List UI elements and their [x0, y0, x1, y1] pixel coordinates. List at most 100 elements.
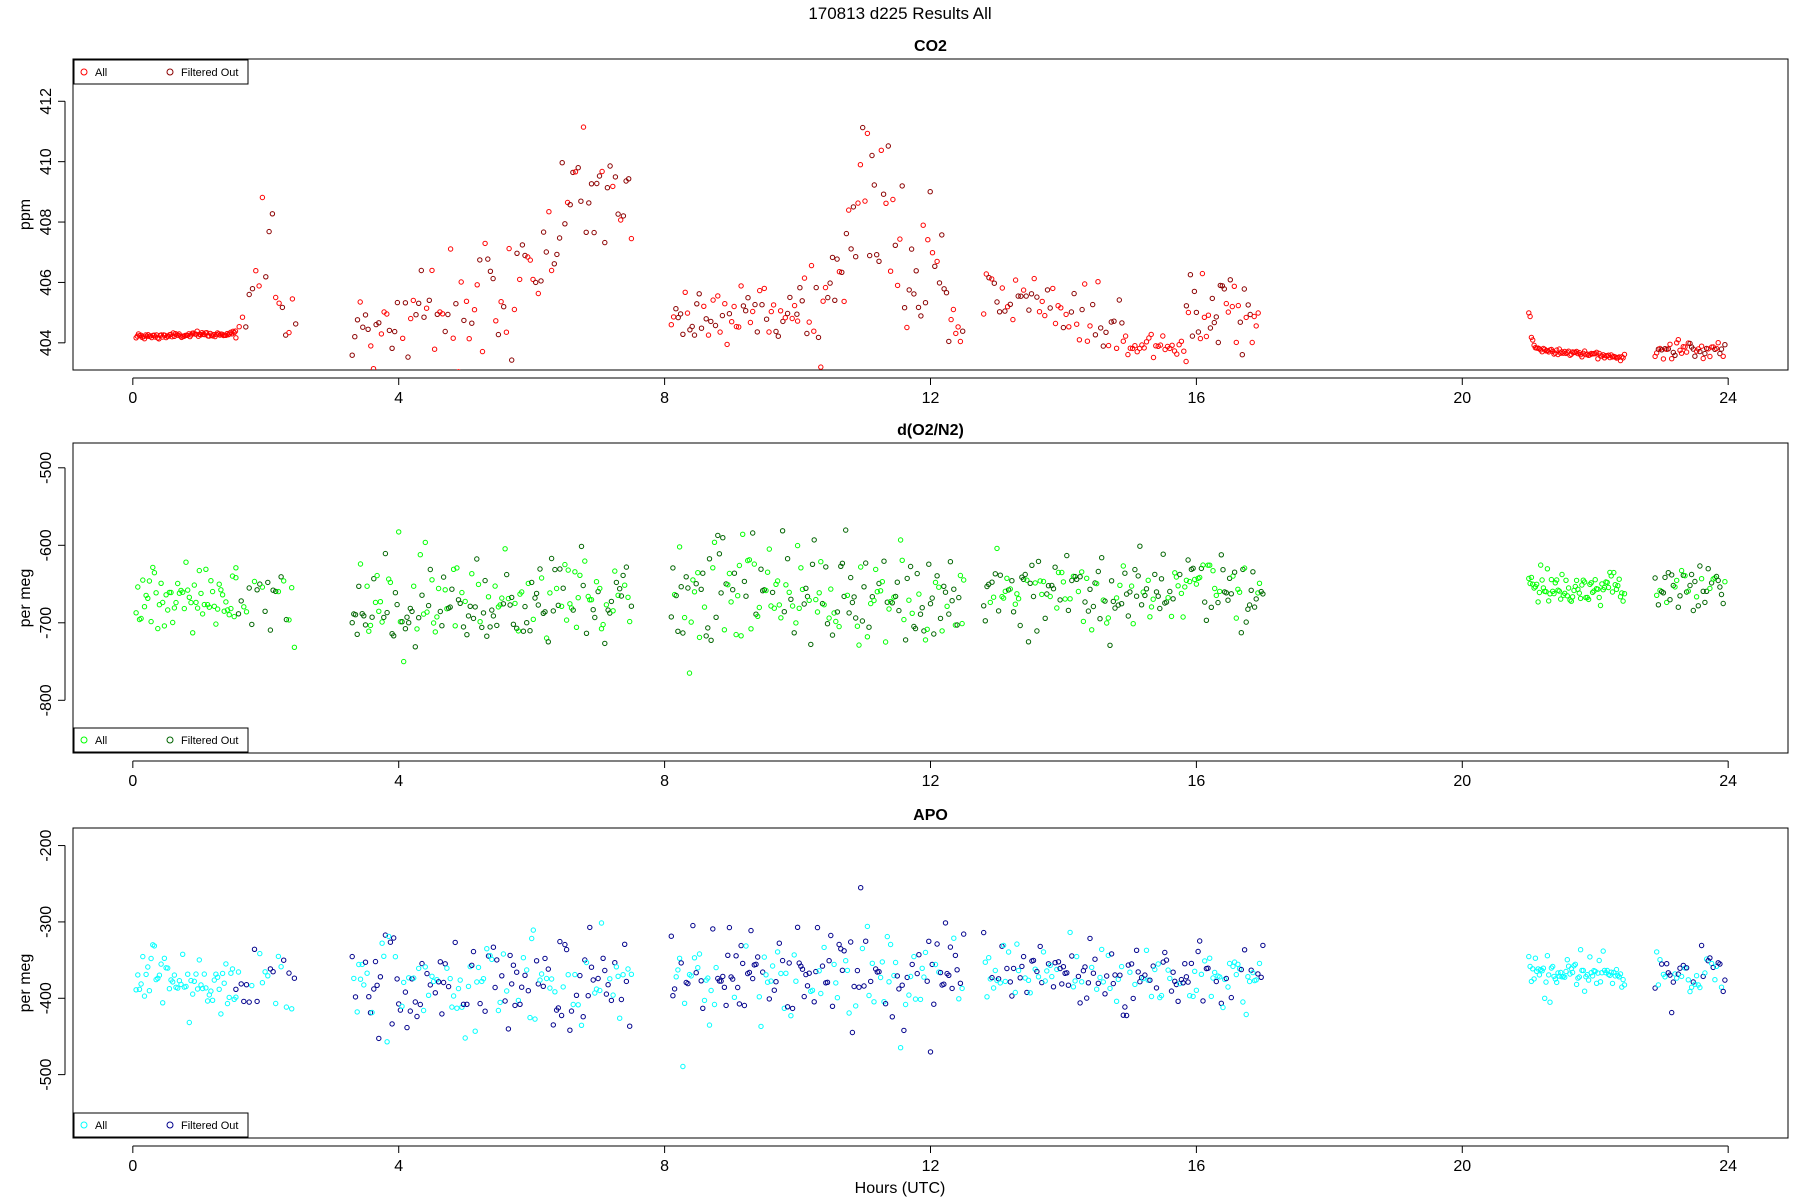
point-filtered-out: [1118, 601, 1125, 607]
point-filtered-out: [851, 983, 857, 990]
point-all: [1595, 586, 1601, 592]
point-all: [230, 328, 236, 334]
point-all: [1047, 962, 1053, 969]
point-all: [1200, 562, 1206, 568]
point-all: [793, 620, 799, 626]
point-all: [1082, 281, 1088, 287]
point-filtered-out: [365, 326, 371, 332]
point-filtered-out: [563, 946, 570, 953]
point-all: [190, 991, 196, 997]
point-all: [153, 590, 159, 596]
point-all: [543, 975, 550, 982]
point-all: [871, 999, 877, 1005]
point-all: [1074, 321, 1080, 327]
point-filtered-out: [693, 581, 699, 587]
point-all: [1058, 305, 1064, 311]
point-all: [818, 559, 824, 565]
point-all: [209, 997, 216, 1003]
point-all: [890, 196, 896, 203]
point-filtered-out: [894, 973, 900, 979]
point-filtered-out: [941, 981, 947, 987]
point-filtered-out: [1692, 353, 1698, 359]
point-all: [783, 582, 789, 588]
point-all: [251, 578, 258, 585]
point-all: [813, 596, 819, 603]
point-filtered-out: [577, 972, 583, 979]
point-all: [459, 1004, 465, 1010]
legend-label: Filtered Out: [181, 1120, 238, 1132]
point-filtered-out: [573, 992, 580, 998]
point-all: [547, 590, 553, 596]
point-all: [241, 604, 247, 610]
point-filtered-out: [1717, 350, 1723, 357]
point-all: [1178, 590, 1185, 597]
point-all: [450, 566, 457, 572]
point-all: [746, 557, 753, 563]
point-filtered-out: [787, 294, 793, 301]
point-filtered-out: [1722, 342, 1728, 348]
point-all: [572, 971, 578, 978]
point-filtered-out: [439, 623, 445, 629]
point-all: [497, 602, 503, 608]
point-all: [462, 598, 468, 605]
point-all: [1087, 323, 1093, 329]
point-all: [877, 588, 884, 594]
point-all: [547, 985, 553, 991]
point-all: [756, 604, 762, 611]
point-filtered-out: [1157, 605, 1163, 612]
point-all: [1621, 591, 1628, 597]
point-filtered-out: [708, 318, 714, 325]
point-filtered-out: [1115, 602, 1122, 608]
point-all: [1551, 973, 1557, 980]
point-all: [1685, 588, 1692, 594]
point-all: [588, 597, 595, 603]
point-filtered-out: [726, 311, 733, 317]
point-filtered-out: [510, 621, 517, 627]
point-filtered-out: [839, 269, 845, 275]
point-filtered-out: [562, 221, 568, 227]
point-filtered-out: [583, 630, 590, 636]
point-filtered-out: [1090, 970, 1097, 976]
point-all: [763, 972, 769, 978]
point-filtered-out: [1100, 343, 1107, 349]
point-all: [1060, 579, 1067, 585]
point-all: [994, 545, 1000, 552]
point-filtered-out: [238, 598, 244, 604]
point-filtered-out: [824, 979, 831, 985]
point-filtered-out: [867, 252, 873, 259]
point-filtered-out: [726, 924, 733, 931]
point-filtered-out: [592, 614, 598, 621]
point-all: [1035, 974, 1042, 980]
point-all: [1616, 576, 1622, 582]
point-filtered-out: [594, 180, 600, 187]
point-filtered-out: [1112, 972, 1118, 978]
point-all: [370, 366, 377, 370]
point-all: [406, 975, 412, 981]
panel-title: CO2: [914, 38, 947, 55]
point-all: [1193, 987, 1200, 993]
point-all: [1067, 929, 1073, 936]
point-filtered-out: [889, 1014, 895, 1020]
point-filtered-out: [1718, 591, 1725, 598]
point-all: [1539, 577, 1545, 583]
point-all: [1185, 309, 1192, 316]
point-all: [1526, 953, 1532, 960]
point-filtered-out: [1213, 978, 1220, 985]
point-all: [479, 348, 486, 355]
point-filtered-out: [696, 291, 702, 297]
point-filtered-out: [527, 628, 533, 634]
point-filtered-out: [554, 251, 560, 258]
point-filtered-out: [409, 608, 415, 615]
point-all: [357, 976, 364, 982]
point-all: [1616, 974, 1622, 980]
point-all: [610, 183, 616, 190]
point-all: [1130, 621, 1136, 627]
point-filtered-out: [808, 641, 814, 648]
point-filtered-out: [575, 165, 581, 171]
point-all: [1000, 942, 1007, 949]
point-filtered-out: [941, 286, 947, 292]
point-filtered-out: [445, 311, 451, 318]
point-all: [1212, 585, 1218, 592]
point-filtered-out: [402, 989, 409, 995]
point-all: [1702, 970, 1708, 976]
